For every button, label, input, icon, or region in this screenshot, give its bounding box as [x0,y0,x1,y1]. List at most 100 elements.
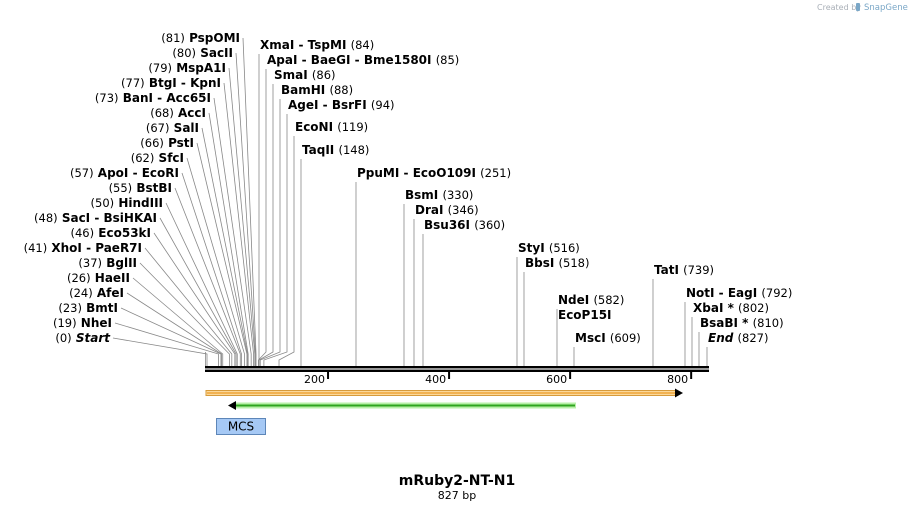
right-site-label[interactable]: End (827) [708,331,768,345]
enzyme-name: SmaI [274,68,308,82]
right-site-label[interactable]: XmaI - TspMI (84) [260,38,374,52]
right-site-label[interactable]: MscI (609) [575,331,641,345]
right-site-label[interactable]: ApaI - BaeGI - Bme1580I (85) [267,53,459,67]
left-leader-line [242,37,257,366]
ruler: 200 400 600 800 [304,372,693,386]
orange-feature-arrow-icon [675,388,683,398]
name-separator: - [351,53,364,67]
left-leader-line [120,307,222,366]
left-site-label[interactable]: (81) PspOMI [161,31,240,45]
site-position: (346) [448,203,479,217]
left-leader-line [201,127,248,366]
site-position: (81) [161,31,185,45]
left-leader-line [196,142,248,366]
left-leader-line [139,262,230,366]
right-site-label[interactable]: TatI (739) [654,263,714,277]
left-leader-line [159,217,237,366]
name-separator: - [294,38,307,52]
right-site-label[interactable]: BamHI (88) [281,83,353,97]
construct-length: 827 bp [438,489,476,502]
enzyme-name: SacI [62,211,90,225]
feature-orange[interactable] [205,388,683,398]
left-site-label[interactable]: (80) SacII [172,46,233,60]
mcs-feature[interactable]: MCS [216,418,266,435]
right-site-label[interactable]: StyI (516) [518,241,580,255]
enzyme-name: AccI [178,106,206,120]
right-site-label[interactable]: PpuMI - EcoO109I (251) [357,166,511,180]
enzyme-name: EcoO109I [413,166,476,180]
enzyme-name: BglII [106,256,137,270]
left-site-label[interactable]: (68) AccI [150,106,206,120]
left-site-label[interactable]: (26) HaeII [67,271,130,285]
enzyme-name: Bsu36I [424,218,470,232]
left-site-label[interactable]: (50) HindIII [91,196,163,210]
right-site-label[interactable]: NdeI (582) [558,293,624,307]
right-site-label[interactable]: EcoNI (119) [295,120,368,134]
left-site-label[interactable]: (73) BanI - Acc65I [95,91,211,105]
name-separator: - [399,166,412,180]
right-leader-line [259,99,281,366]
enzyme-name: BsrFI [332,98,367,112]
site-position: (251) [480,166,511,180]
site-position: (41) [24,241,48,255]
right-leader-line [258,84,274,366]
feature-green[interactable] [228,401,576,410]
green-feature-arrow-icon [228,401,236,410]
mcs-box[interactable] [216,418,266,435]
right-site-label[interactable]: TaqII (148) [302,143,369,157]
name-separator: - [177,76,190,90]
left-leader-line [228,67,256,366]
site-position: (80) [172,46,196,60]
enzyme-name: HindIII [118,196,163,210]
right-site-label[interactable]: BsaBI * (810) [700,316,784,330]
enzyme-name: End [708,331,734,345]
left-site-label[interactable]: (23) BmtI [58,301,118,315]
construct-title: mRuby2-NT-N1 [399,473,516,489]
enzyme-name: BsaBI * [700,316,749,330]
right-site-label[interactable]: AgeI - BsrFI (94) [288,98,395,112]
enzyme-name: PspOMI [189,31,240,45]
site-position: (84) [351,38,375,52]
left-leader-line [114,322,219,366]
enzyme-name: Acc65I [166,91,211,105]
left-site-label[interactable]: (48) SacI - BsiHKAI [34,211,157,225]
enzyme-name: AgeI [288,98,318,112]
left-site-label[interactable]: (66) PstI [140,136,194,150]
name-separator: - [715,286,728,300]
name-separator: - [153,91,166,105]
left-leader-line [186,157,245,366]
left-leader-line [165,202,238,366]
left-site-label[interactable]: (46) Eco53kI [71,226,152,240]
left-site-label[interactable]: (79) MspA1I [148,61,226,75]
left-site-label[interactable]: (55) BstBI [109,181,172,195]
site-position: (360) [474,218,505,232]
site-position: (68) [150,106,174,120]
enzyme-name: EagI [728,286,757,300]
site-position: (792) [761,286,792,300]
enzyme-name: DraI [415,203,443,217]
enzyme-name: AfeI [97,286,124,300]
right-site-label[interactable]: DraI (346) [415,203,479,217]
left-site-label[interactable]: (19) NheI [53,316,112,330]
left-site-label[interactable]: (41) XhoI - PaeR7I [24,241,142,255]
left-site-label[interactable]: (0) Start [55,331,111,345]
right-site-label[interactable]: NotI - EagI (792) [686,286,792,300]
left-site-label[interactable]: (67) SalI [146,121,199,135]
right-site-label[interactable]: BbsI (518) [525,256,589,270]
left-site-label[interactable]: (77) BtgI - KpnI [121,76,221,90]
left-site-label[interactable]: (24) AfeI [69,286,124,300]
left-site-label[interactable]: (62) SfcI [131,151,184,165]
right-site-label[interactable]: XbaI * (802) [693,301,769,315]
enzyme-name: EcoRI [142,166,179,180]
right-site-label[interactable]: SmaI (86) [274,68,336,82]
enzyme-name: ApaI [267,53,297,67]
enzyme-name: EcoP15I [558,308,612,322]
right-site-label[interactable]: Bsu36I (360) [424,218,505,232]
left-site-label[interactable]: (57) ApoI - EcoRI [70,166,179,180]
right-site-label[interactable]: BsmI (330) [405,188,473,202]
left-site-label[interactable]: (37) BglII [78,256,137,270]
site-position: (119) [337,120,368,134]
right-site-label[interactable]: EcoP15I [558,308,612,322]
site-position: (66) [140,136,164,150]
ruler-tick-label: 400 [425,373,446,386]
